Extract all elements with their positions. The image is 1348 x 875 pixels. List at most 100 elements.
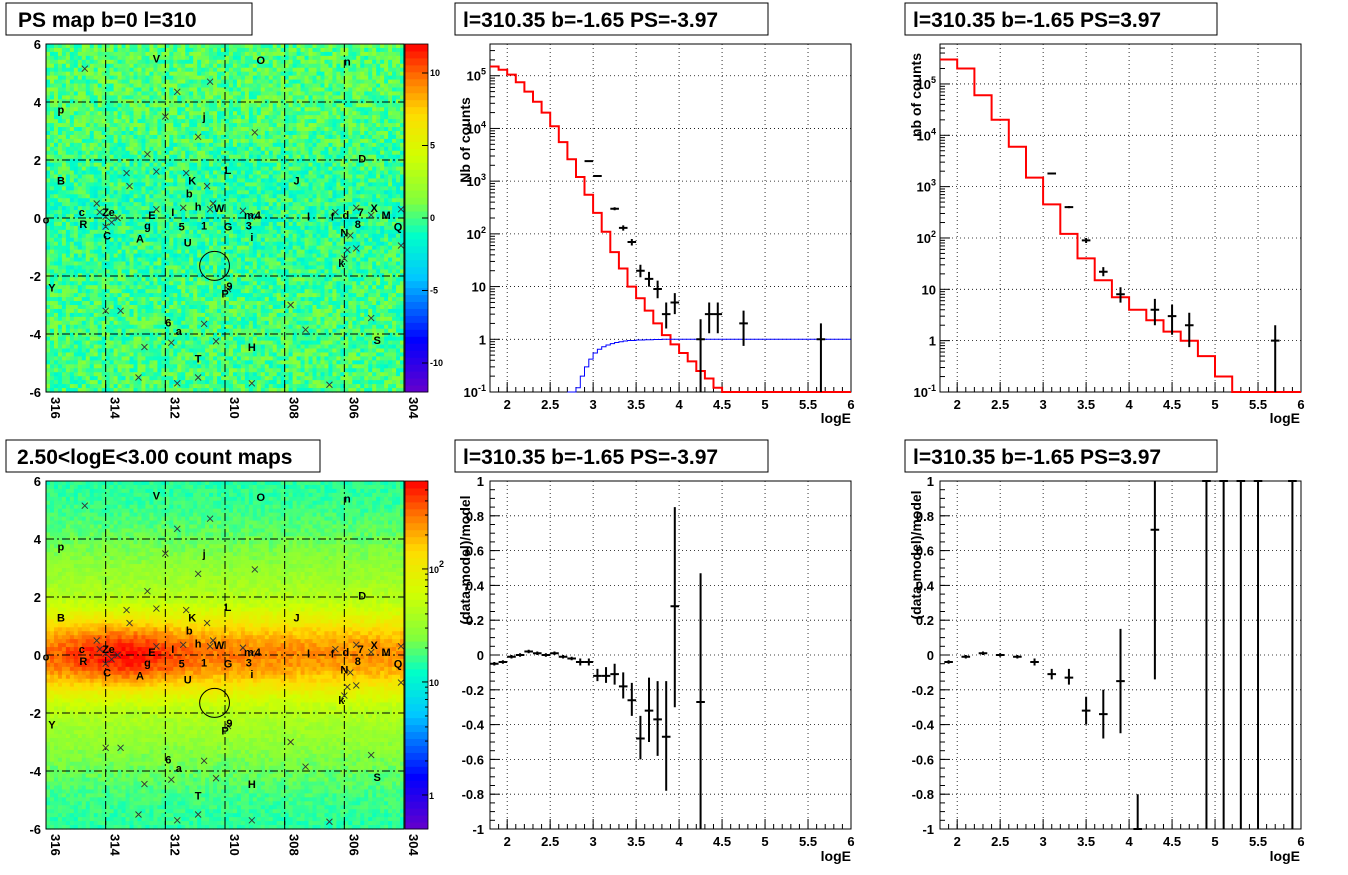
map-pixel — [344, 190, 349, 195]
map-pixel — [225, 138, 230, 144]
map-pixel — [312, 75, 318, 81]
map-pixel — [280, 127, 286, 132]
map-pixel — [177, 44, 182, 49]
map-pixel — [376, 131, 381, 136]
map-pixel — [129, 119, 135, 124]
map-pixel — [213, 95, 218, 100]
map-pixel — [65, 186, 71, 191]
map-pixel — [304, 229, 310, 235]
map-pixel — [360, 229, 365, 235]
map-pixel — [61, 87, 67, 93]
map-pixel — [272, 95, 278, 100]
map-pixel — [392, 158, 397, 164]
map-pixel — [173, 162, 178, 168]
map-pixel — [300, 107, 306, 112]
map-pixel — [205, 123, 210, 128]
map-pixel — [53, 194, 59, 199]
map-pixel — [332, 237, 337, 243]
map-pixel — [221, 218, 226, 223]
map-pixel — [292, 210, 298, 215]
map-pixel — [272, 241, 278, 247]
map-pixel — [141, 83, 147, 89]
map-pixel — [49, 257, 55, 263]
map-pixel — [332, 115, 337, 120]
map-pixel — [268, 253, 274, 259]
map-pixel — [53, 186, 59, 191]
map-pixel — [312, 225, 318, 231]
map-pixel — [296, 237, 302, 243]
map-pixel — [61, 123, 67, 128]
map-pixel — [81, 123, 87, 128]
map-pixel — [213, 186, 218, 191]
map-pixel — [248, 245, 254, 251]
map-pixel — [89, 241, 95, 247]
map-pixel — [292, 170, 298, 176]
map-pixel — [228, 233, 234, 239]
map-pixel — [364, 119, 369, 124]
map-pixel — [169, 99, 174, 104]
map-pixel — [284, 71, 290, 77]
map-pixel — [248, 99, 254, 104]
map-pixel — [260, 198, 266, 203]
map-pixel — [308, 170, 314, 176]
map-pixel — [65, 47, 71, 53]
map-pixel — [288, 142, 294, 148]
map-pixel — [312, 150, 318, 156]
map-pixel — [89, 249, 95, 255]
map-pixel — [133, 95, 139, 100]
map-pixel — [228, 67, 234, 73]
map-pixel — [109, 210, 115, 215]
map-pixel — [109, 63, 115, 69]
map-pixel — [161, 111, 166, 116]
map-pixel — [324, 221, 330, 227]
map-pixel — [352, 186, 357, 191]
map-pixel — [97, 138, 103, 144]
map-pixel — [372, 229, 377, 235]
map-pixel — [117, 210, 123, 215]
map-pixel — [320, 75, 326, 81]
map-pixel — [69, 79, 75, 85]
map-pixel — [304, 202, 310, 207]
map-pixel — [85, 229, 91, 235]
map-pixel — [400, 233, 405, 239]
map-pixel — [193, 162, 198, 168]
map-pixel — [284, 198, 290, 203]
map-pixel — [161, 182, 166, 187]
map-pixel — [161, 202, 166, 207]
map-pixel — [221, 225, 226, 231]
map-pixel — [400, 87, 405, 93]
map-pixel — [73, 249, 79, 255]
map-pixel — [332, 150, 337, 156]
map-pixel — [292, 47, 298, 53]
map-pixel — [232, 127, 238, 132]
map-pixel — [81, 186, 87, 191]
map-pixel — [280, 115, 286, 120]
map-pixel — [181, 111, 186, 116]
map-pixel — [332, 63, 337, 69]
map-pixel — [316, 103, 322, 108]
map-pixel — [296, 59, 302, 65]
map-pixel — [137, 178, 143, 183]
map-pixel — [264, 99, 270, 104]
map-pixel — [392, 178, 397, 183]
map-pixel — [280, 47, 286, 53]
map-pixel — [260, 214, 266, 219]
map-pixel — [244, 198, 250, 203]
map-pixel — [340, 134, 345, 140]
map-pixel — [213, 170, 218, 176]
map-pixel — [157, 75, 162, 81]
map-pixel — [356, 162, 361, 168]
map-pixel — [332, 162, 337, 168]
map-pixel — [169, 170, 174, 176]
map-pixel — [105, 225, 111, 231]
map-pixel — [244, 91, 250, 96]
map-pixel — [89, 127, 95, 132]
map-pixel — [388, 59, 393, 65]
map-pixel — [396, 59, 401, 65]
map-pixel — [344, 67, 349, 73]
map-pixel — [340, 55, 345, 61]
map-pixel — [145, 134, 151, 140]
map-pixel — [201, 119, 206, 124]
map-pixel — [125, 115, 131, 120]
map-pixel — [197, 210, 202, 215]
